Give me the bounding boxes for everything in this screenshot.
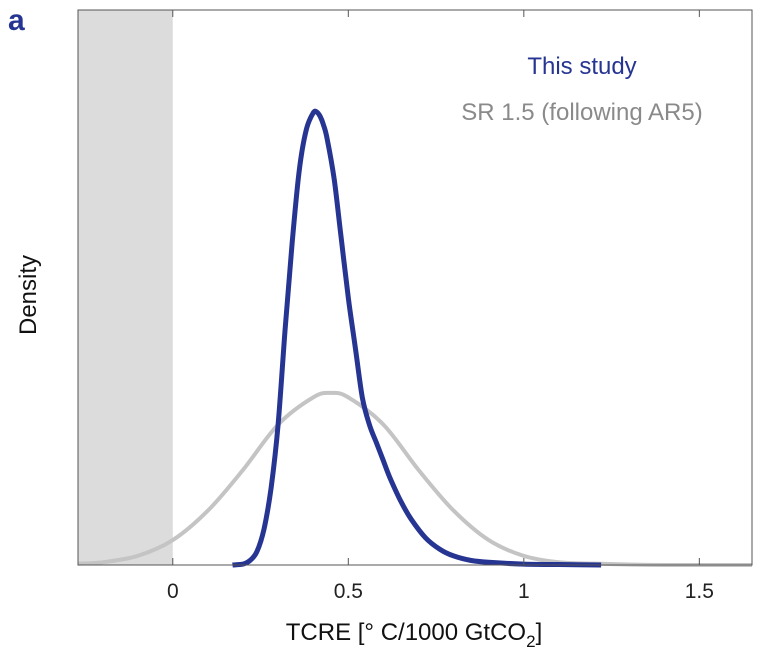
x-axis-label-subscript: 2: [526, 632, 535, 651]
series-line-this-study: [232, 108, 602, 568]
shaded-region: [78, 10, 173, 565]
legend-entry-sr15: SR 1.5 (following AR5): [461, 99, 702, 126]
x-tick-label: 0.5: [334, 580, 363, 603]
x-tick-label: 0: [167, 580, 179, 603]
x-tick-label: 1: [518, 580, 530, 603]
x-axis-ticks: 0 0.5 1 1.5: [167, 10, 714, 603]
y-axis-label: Density: [15, 255, 42, 335]
x-axis-label: TCRE [° C/1000 GtCO2]: [286, 619, 542, 651]
legend-entry-this-study: This study: [527, 53, 636, 80]
plot-frame: [77, 9, 753, 566]
panel-label: a: [8, 4, 25, 37]
x-axis-label-main: TCRE [° C/1000 GtCO: [286, 619, 526, 646]
series-line-sr15: [77, 390, 752, 568]
x-axis-label-close: ]: [536, 619, 543, 646]
x-tick-label: 1.5: [685, 580, 714, 603]
